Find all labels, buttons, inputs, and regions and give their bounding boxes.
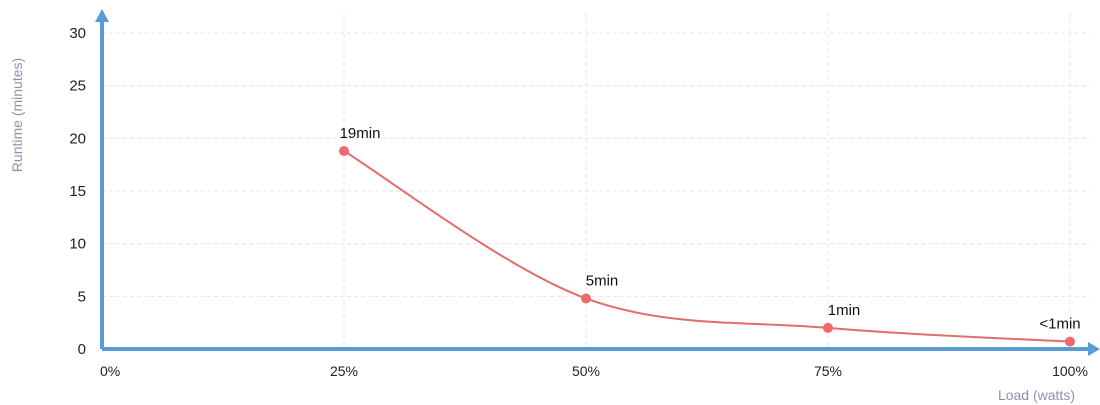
runtime-series-line	[343, 150, 1071, 343]
data-point	[1065, 336, 1075, 347]
y-tick-label: 20	[69, 130, 86, 147]
y-axis-arrowhead	[95, 9, 109, 22]
data-label: 5min	[586, 272, 619, 289]
grid-layer	[102, 13, 1090, 349]
data-point	[339, 145, 349, 156]
x-axis-arrowhead	[1088, 342, 1100, 356]
data-label: 1min	[828, 302, 861, 319]
x-axis-title: Load (watts)	[998, 387, 1075, 403]
y-axis-title: Runtime (minutes)	[9, 58, 25, 172]
ticks-layer: 0 5 10 15 20 25 30 0% 25% 50% 75% 100%	[69, 25, 1088, 379]
series-layer	[339, 145, 1075, 347]
data-label: 19min	[340, 125, 381, 142]
x-tick-label: 50%	[572, 363, 600, 379]
x-tick-label: 25%	[330, 363, 358, 379]
y-tick-label: 30	[69, 25, 86, 42]
y-tick-label: 5	[78, 288, 86, 305]
data-label: <1min	[1039, 316, 1080, 333]
x-tick-label: 100%	[1052, 363, 1088, 379]
y-tick-label: 15	[69, 183, 86, 200]
data-labels-layer: 19min 5min 1min <1min	[340, 125, 1081, 333]
y-tick-label: 0	[78, 341, 86, 358]
x-tick-label: 75%	[814, 363, 842, 379]
x-tick-label: 0%	[100, 363, 120, 379]
y-tick-label: 10	[69, 236, 86, 253]
data-point	[823, 322, 833, 333]
y-tick-label: 25	[69, 78, 86, 95]
data-point	[581, 293, 591, 304]
axes-layer	[95, 9, 1100, 356]
